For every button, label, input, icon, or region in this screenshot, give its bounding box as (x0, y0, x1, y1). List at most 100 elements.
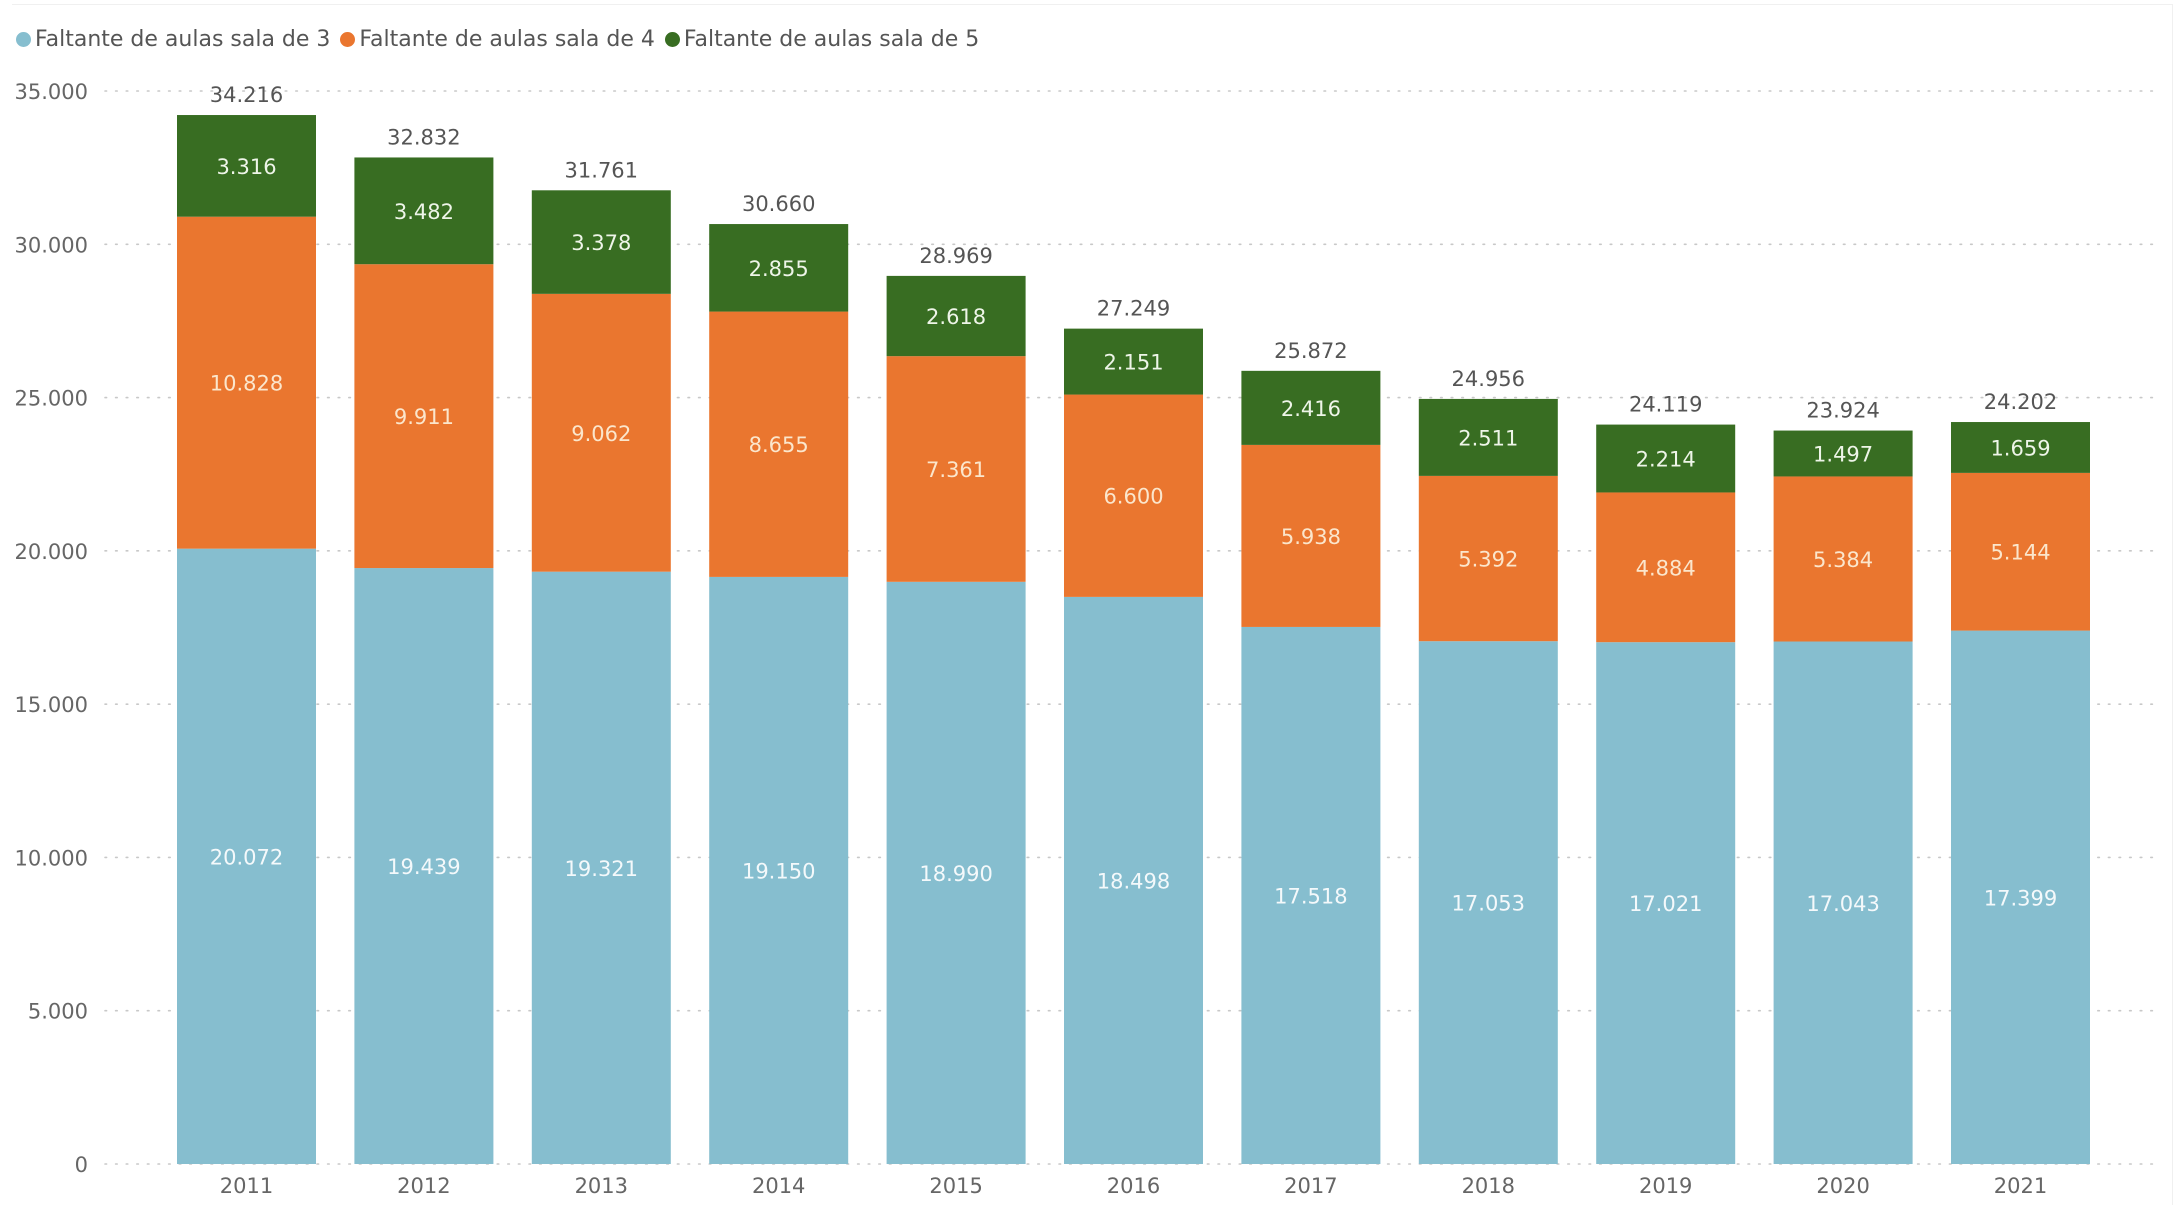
bar-group-2018[interactable]: 17.053 5.392 2.511 24.956 (1418, 367, 1558, 1164)
bar-segment (1951, 630, 2090, 1164)
legend-label: Faltante de aulas sala de 4 (359, 26, 655, 52)
segment-data-label: 5.938 (1281, 525, 1341, 549)
bar-segment (709, 311, 849, 577)
legend-label: Faltante de aulas sala de 5 (683, 26, 980, 52)
bar-segment (354, 568, 494, 1164)
y-tick-label: 10.000 (15, 846, 88, 870)
segment-data-label: 2.214 (1636, 448, 1696, 472)
y-tick-label: 15.000 (15, 693, 88, 717)
bar-segment (354, 264, 494, 569)
total-data-label: 24.202 (1984, 390, 2057, 414)
segment-data-label: 3.482 (394, 200, 454, 224)
segment-data-label: 6.600 (1103, 485, 1163, 509)
bar-segment (1418, 398, 1558, 476)
y-tick-label: 0 (75, 1153, 88, 1177)
segment-data-label: 17.021 (1629, 892, 1702, 916)
legend-dot-icon (340, 31, 356, 47)
segment-data-label: 10.828 (210, 372, 283, 396)
bar-segment (1418, 475, 1558, 642)
legend-label: Faltante de aulas sala de 3 (35, 26, 331, 52)
bar-segment (1596, 642, 1736, 1164)
segment-data-label: 18.990 (919, 862, 992, 886)
bar-group-2020[interactable]: 17.043 5.384 1.497 23.924 (1773, 399, 1913, 1164)
segment-data-label: 2.618 (926, 305, 986, 329)
x-tick-label: 2021 (1994, 1174, 2047, 1198)
bar-segment (531, 190, 671, 294)
bar-segment (1241, 444, 1381, 627)
segment-data-label: 4.884 (1636, 556, 1696, 580)
bar-segment (177, 216, 316, 549)
bar-segment (531, 293, 671, 572)
legend-item-sala-3[interactable]: Faltante de aulas sala de 3 (16, 27, 330, 52)
bar-segment (177, 115, 316, 217)
total-data-label: 24.119 (1629, 393, 1702, 417)
bar-segment (886, 275, 1026, 357)
bar-group-2017[interactable]: 17.518 5.938 2.416 25.872 (1241, 339, 1381, 1164)
total-data-label: 25.872 (1274, 339, 1347, 363)
total-data-label: 30.660 (742, 192, 815, 216)
legend-dot-icon (16, 31, 31, 47)
bar-segment (886, 581, 1026, 1164)
bar-group-2021[interactable]: 17.399 5.144 1.659 24.202 (1951, 390, 2090, 1164)
x-tick-label: 2020 (1816, 1174, 1869, 1198)
segment-data-label: 19.439 (387, 855, 460, 879)
total-data-label: 27.249 (1097, 297, 1170, 321)
y-tick-label: 35.000 (15, 80, 88, 104)
segment-data-label: 18.498 (1097, 869, 1170, 893)
segment-data-label: 2.151 (1103, 351, 1163, 375)
bar-group-2012[interactable]: 19.439 9.911 3.482 32.832 (354, 125, 494, 1164)
x-tick-label: 2017 (1284, 1174, 1337, 1198)
x-axis: 2011 2012 2013 2014 2015 2016 2017 2018 2019 2020… (220, 1174, 2047, 1198)
bars: 20.072 10.828 3.316 34.216 19.439 9.911 3.482 3… (177, 83, 2090, 1164)
bar-group-2015[interactable]: 18.990 7.361 2.618 28.969 (886, 244, 1026, 1164)
bar-segment (1064, 328, 1203, 395)
segment-data-label: 7.361 (926, 458, 986, 482)
x-tick-label: 2011 (220, 1174, 273, 1198)
segment-data-label: 2.416 (1281, 397, 1341, 421)
bar-segment (354, 157, 494, 265)
bar-segment (1596, 424, 1736, 493)
total-data-label: 24.956 (1452, 367, 1525, 391)
x-tick-label: 2013 (575, 1174, 628, 1198)
segment-data-label: 19.321 (565, 857, 638, 881)
legend: Faltante de aulas sala de 3 Faltante de … (16, 22, 989, 56)
y-tick-label: 25.000 (15, 387, 88, 411)
segment-data-label: 3.378 (571, 231, 631, 255)
legend-item-sala-5[interactable]: Faltante de aulas sala de 5 (664, 26, 980, 52)
x-tick-label: 2012 (397, 1174, 450, 1198)
segment-data-label: 5.144 (1990, 541, 2050, 565)
bar-group-2016[interactable]: 18.498 6.600 2.151 27.249 (1064, 297, 1203, 1164)
total-data-label: 31.761 (565, 158, 638, 182)
bar-group-2013[interactable]: 19.321 9.062 3.378 31.761 (531, 158, 671, 1164)
segment-data-label: 20.072 (210, 845, 283, 869)
segment-data-label: 5.392 (1458, 548, 1518, 572)
bar-segment (709, 224, 849, 312)
segment-data-label: 17.399 (1984, 886, 2057, 910)
y-tick-label: 5.000 (28, 1000, 88, 1024)
segment-data-label: 9.062 (571, 422, 631, 446)
segment-data-label: 17.043 (1806, 892, 1879, 916)
x-tick-label: 2014 (752, 1174, 805, 1198)
bar-segment (1773, 641, 1913, 1164)
x-tick-label: 2015 (929, 1174, 982, 1198)
y-axis: 0 5.000 10.000 15.000 20.000 25.000 30.000 35.0… (15, 80, 88, 1177)
bar-segment (886, 356, 1026, 582)
bar-segment (709, 576, 849, 1164)
segment-data-label: 3.316 (216, 155, 276, 179)
legend-item-sala-4[interactable]: Faltante de aulas sala de 4 (340, 26, 655, 52)
segment-data-label: 2.511 (1458, 426, 1518, 450)
total-data-label: 34.216 (210, 83, 283, 107)
segment-data-label: 17.518 (1274, 884, 1347, 908)
segment-data-label: 9.911 (394, 405, 454, 429)
total-data-label: 28.969 (919, 244, 992, 268)
y-tick-label: 20.000 (15, 540, 88, 564)
bar-group-2014[interactable]: 19.150 8.655 2.855 30.660 (709, 192, 849, 1164)
bar-segment (531, 571, 671, 1164)
bar-segment (1773, 430, 1913, 477)
bar-group-2011[interactable]: 20.072 10.828 3.316 34.216 (177, 83, 316, 1164)
bar-group-2019[interactable]: 17.021 4.884 2.214 24.119 (1596, 393, 1736, 1164)
x-tick-label: 2019 (1639, 1174, 1692, 1198)
total-data-label: 23.924 (1806, 399, 1879, 423)
chart-frame (12, 4, 2173, 1205)
